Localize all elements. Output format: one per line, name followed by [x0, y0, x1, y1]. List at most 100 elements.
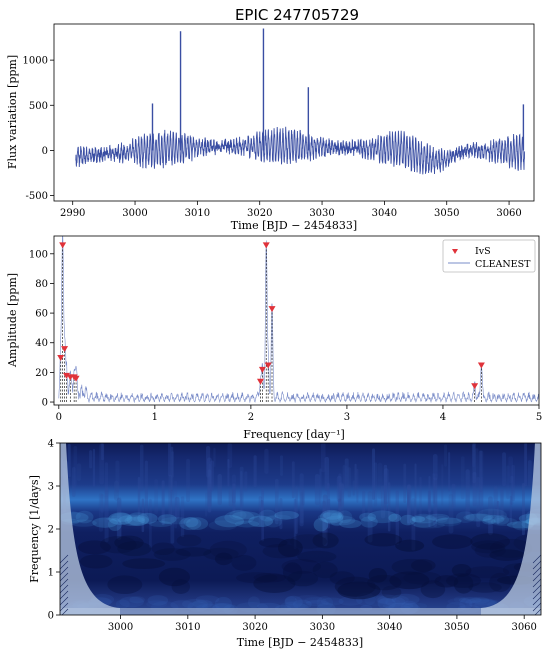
- wavelet-dark-blob: [175, 547, 212, 557]
- wavelet-dark-blob: [420, 580, 446, 599]
- wavelet-blob: [259, 509, 277, 522]
- coi-hatch-line: [60, 566, 69, 576]
- ivs-peak-marker: [471, 383, 479, 390]
- wavelet-dark-blob: [389, 571, 430, 590]
- x-tick-label: 3: [344, 412, 350, 423]
- y-tick-label: 100: [29, 249, 48, 260]
- y-tick-label: 4: [48, 439, 54, 450]
- periodogram-plot: [57, 236, 539, 404]
- wavelet-blob: [323, 511, 343, 520]
- x-tick-label: 3060: [496, 208, 521, 219]
- periodogram-ylabel: Amplitude [ppm]: [6, 273, 19, 368]
- ivs-peak-marker: [264, 362, 272, 369]
- wavelet-blob: [482, 518, 496, 525]
- wavelet-blob: [224, 510, 255, 525]
- wavelet-blob: [400, 514, 416, 526]
- wavelet-blob: [313, 518, 329, 532]
- y-tick-label: 500: [29, 101, 48, 112]
- wavelet-blob: [229, 510, 247, 521]
- wavelet-blob: [465, 513, 494, 521]
- wavelet-blob: [170, 600, 194, 610]
- wavelet-dark-blob: [282, 562, 303, 582]
- wavelet-blob: [465, 598, 498, 606]
- x-tick-label: 3000: [108, 622, 133, 633]
- x-tick-label: 3060: [511, 622, 536, 633]
- wavelet-blob: [234, 520, 260, 528]
- wavelet-blob: [186, 517, 209, 531]
- x-tick-label: 3040: [377, 622, 402, 633]
- wavelet-dark-blob: [434, 575, 459, 588]
- wavelet-blob: [434, 516, 448, 523]
- wavelet-blob: [382, 602, 414, 610]
- wavelet-blob: [463, 513, 492, 522]
- wavelet-blob: [411, 515, 426, 523]
- wavelet-blob: [208, 520, 237, 531]
- wavelet-blob: [179, 517, 202, 531]
- wavelet-dark-blob: [77, 540, 111, 555]
- periodogram-ticks: 0 1 2 3 4 5 0 20 40 60 80 100: [29, 249, 542, 423]
- wavelet-blob: [377, 594, 409, 605]
- wavelet-dark-blob: [114, 535, 144, 550]
- wavelet-blob: [391, 593, 420, 606]
- wavelet-blob: [360, 516, 378, 528]
- cone-of-influence-bottom: [60, 608, 541, 615]
- wavelet-dark-blob: [214, 552, 233, 566]
- wavelet-blob: [106, 515, 137, 522]
- wavelet-blob: [409, 513, 438, 528]
- wavelet-blob: [157, 514, 177, 524]
- wavelet-blob: [435, 517, 462, 524]
- wavelet-dark-blob: [410, 559, 436, 572]
- ivs-peak-marker: [61, 346, 69, 353]
- wavelet-blob: [359, 512, 377, 522]
- light-curve-ylabel: Flux variation [ppm]: [6, 55, 19, 169]
- x-tick-label: 2990: [60, 208, 85, 219]
- wavelet-plot: [60, 443, 541, 615]
- x-tick-label: 3010: [185, 208, 210, 219]
- coi-hatch-line: [61, 608, 69, 615]
- wavelet-blob: [506, 521, 535, 529]
- y-tick-label: 20: [35, 368, 48, 379]
- wavelet-dark-blob: [431, 534, 473, 550]
- periodogram-line: [58, 236, 539, 404]
- wavelet-panel: 3000 3010 3020 3030 3040 3050 3060 0 1 2 3 4 Time […: [28, 439, 542, 649]
- wavelet-blob: [367, 510, 398, 524]
- y-tick-label: 40: [35, 338, 48, 349]
- wavelet-blob: [161, 517, 191, 525]
- wavelet-blob: [129, 596, 145, 604]
- ivs-peak-marker: [268, 306, 276, 313]
- wavelet-dark-blob: [312, 532, 339, 549]
- light-curve-xlabel: Time [BJD − 2454833]: [231, 219, 357, 232]
- wavelet-blob: [459, 598, 473, 611]
- ivs-peak-marker: [262, 242, 270, 249]
- ivs-peak-marker: [59, 242, 67, 249]
- periodogram-panel: 0 1 2 3 4 5 0 20 40 60 80 100 Frequency [day⁻¹] Amp…: [6, 235, 542, 441]
- wavelet-dark-blob: [287, 570, 319, 587]
- wavelet-dark-blob: [176, 534, 202, 547]
- wavelet-blob: [490, 517, 518, 527]
- wavelet-blob: [182, 598, 209, 609]
- wavelet-blob: [133, 515, 146, 523]
- wavelet-blob: [146, 600, 168, 609]
- y-tick-label: 0: [42, 398, 48, 409]
- wavelet-dark-blob: [468, 582, 502, 593]
- wavelet-background: [60, 443, 541, 615]
- wavelet-blob: [339, 519, 362, 529]
- wavelet-blob: [458, 596, 482, 604]
- wavelet-blob: [304, 596, 327, 605]
- x-tick-label: 3030: [309, 208, 334, 219]
- wavelet-dark-blob: [281, 559, 322, 574]
- wavelet-dark-blob: [395, 539, 425, 552]
- x-tick-label: 3050: [434, 208, 459, 219]
- wavelet-dark-blob: [381, 585, 402, 599]
- wavelet-blob: [435, 517, 462, 527]
- y-tick-label: 0: [48, 611, 54, 622]
- coi-hatch-line: [60, 578, 69, 588]
- coi-hatch-line: [60, 554, 69, 564]
- wavelet-dark-blob: [79, 554, 113, 569]
- wavelet-blob: [274, 510, 299, 520]
- wavelet-blob: [376, 598, 401, 605]
- wavelet-blob: [214, 515, 245, 528]
- wavelet-blob: [364, 595, 389, 607]
- wavelet-blob: [324, 515, 356, 526]
- wavelet-ylabel: Frequency [1/days]: [28, 475, 41, 583]
